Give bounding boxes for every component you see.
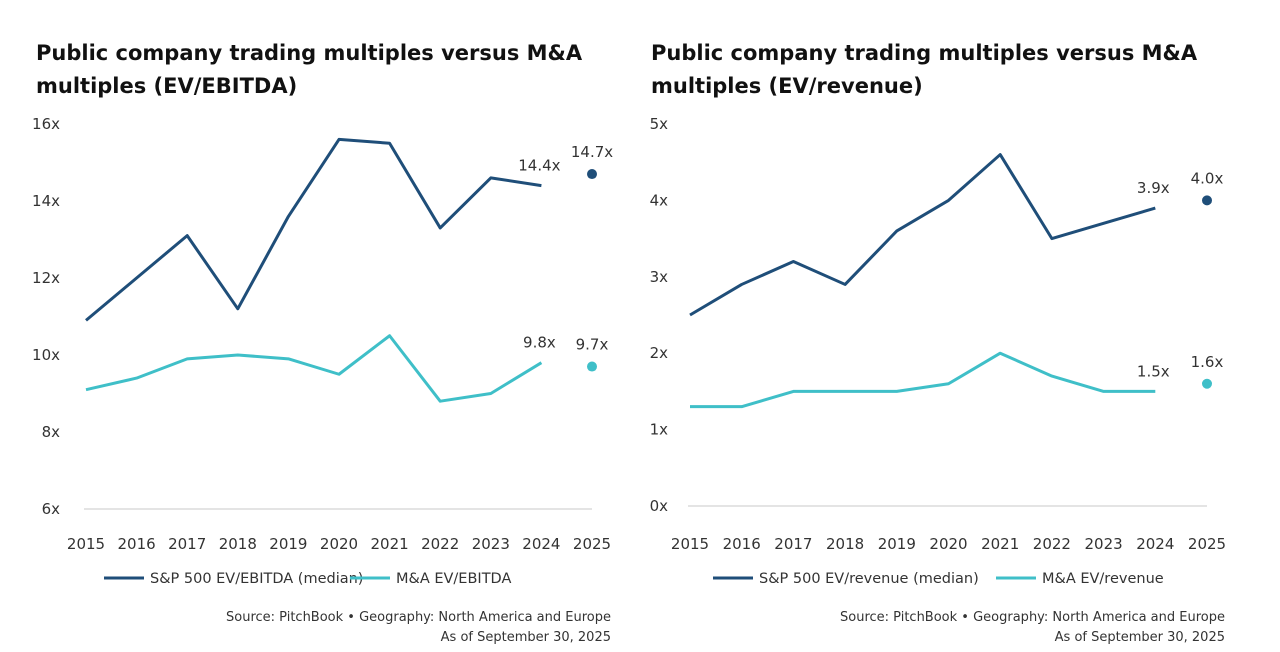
data-point-2025 — [587, 169, 597, 180]
x-tick-label: 2024 — [1136, 535, 1174, 553]
data-label: 1.5x — [1137, 362, 1170, 380]
y-tick-label: 4x — [650, 191, 669, 209]
source-note: Source: PitchBook • Geography: North Ame… — [840, 610, 1225, 625]
data-label: 9.8x — [523, 334, 556, 352]
data-point-2025 — [1202, 378, 1212, 389]
data-point-2025 — [1202, 195, 1212, 206]
x-tick-label: 2023 — [1085, 535, 1123, 553]
x-tick-label: 2015 — [67, 535, 105, 553]
legend-label: M&A EV/revenue — [1042, 571, 1164, 587]
data-label: 14.7x — [571, 143, 613, 161]
y-tick-label: 8x — [42, 423, 61, 441]
x-tick-label: 2021 — [371, 535, 409, 553]
y-tick-label: 12x — [32, 269, 60, 287]
x-tick-label: 2022 — [421, 535, 459, 553]
y-tick-label: 3x — [650, 268, 669, 286]
series-line-sp500 — [689, 153, 1156, 317]
data-label: 9.7x — [576, 336, 609, 354]
x-tick-label: 2018 — [826, 535, 864, 553]
y-tick-label: 0x — [650, 497, 669, 515]
y-tick-label: 2x — [650, 344, 669, 362]
chart-title: Public company trading multiples versus … — [651, 41, 1198, 65]
chart-title: multiples (EV/revenue) — [651, 74, 923, 98]
chart-title: multiples (EV/EBITDA) — [36, 74, 297, 98]
x-tick-label: 2017 — [168, 535, 206, 553]
x-tick-label: 2022 — [1033, 535, 1071, 553]
data-label: 1.6x — [1191, 353, 1224, 371]
x-tick-label: 2018 — [219, 535, 257, 553]
y-tick-label: 6x — [42, 500, 61, 518]
x-tick-label: 2017 — [774, 535, 812, 553]
series-line-ma — [85, 334, 543, 403]
x-tick-label: 2024 — [522, 535, 560, 553]
x-tick-label: 2021 — [981, 535, 1019, 553]
x-tick-label: 2023 — [472, 535, 510, 553]
legend-label: S&P 500 EV/revenue (median) — [759, 571, 979, 587]
x-tick-label: 2025 — [1188, 535, 1226, 553]
series-line-ma — [690, 351, 1156, 409]
chart-ev-ebitda: Public company trading multiples versus … — [32, 41, 613, 645]
data-label: 3.9x — [1137, 179, 1170, 197]
legend-label: S&P 500 EV/EBITDA (median) — [150, 571, 363, 587]
source-note: Source: PitchBook • Geography: North Ame… — [226, 610, 611, 625]
x-tick-label: 2020 — [320, 535, 358, 553]
y-tick-label: 14x — [32, 192, 60, 210]
as-of-date: As of September 30, 2025 — [441, 630, 611, 645]
y-tick-label: 16x — [32, 115, 60, 133]
x-tick-label: 2019 — [269, 535, 307, 553]
data-label: 4.0x — [1191, 169, 1224, 187]
y-tick-label: 1x — [650, 421, 669, 439]
chart-ev-revenue: Public company trading multiples versus … — [650, 41, 1227, 645]
legend-label: M&A EV/EBITDA — [396, 571, 511, 587]
series-line-sp500 — [85, 137, 542, 322]
x-tick-label: 2016 — [118, 535, 156, 553]
x-tick-label: 2016 — [723, 535, 761, 553]
x-tick-label: 2015 — [671, 535, 709, 553]
x-tick-label: 2025 — [573, 535, 611, 553]
x-tick-label: 2020 — [929, 535, 967, 553]
as-of-date: As of September 30, 2025 — [1055, 630, 1225, 645]
data-label: 14.4x — [518, 157, 560, 175]
y-tick-label: 5x — [650, 115, 669, 133]
y-tick-label: 10x — [32, 346, 60, 364]
x-tick-label: 2019 — [878, 535, 916, 553]
chart-title: Public company trading multiples versus … — [36, 41, 583, 65]
data-point-2025 — [587, 361, 597, 372]
